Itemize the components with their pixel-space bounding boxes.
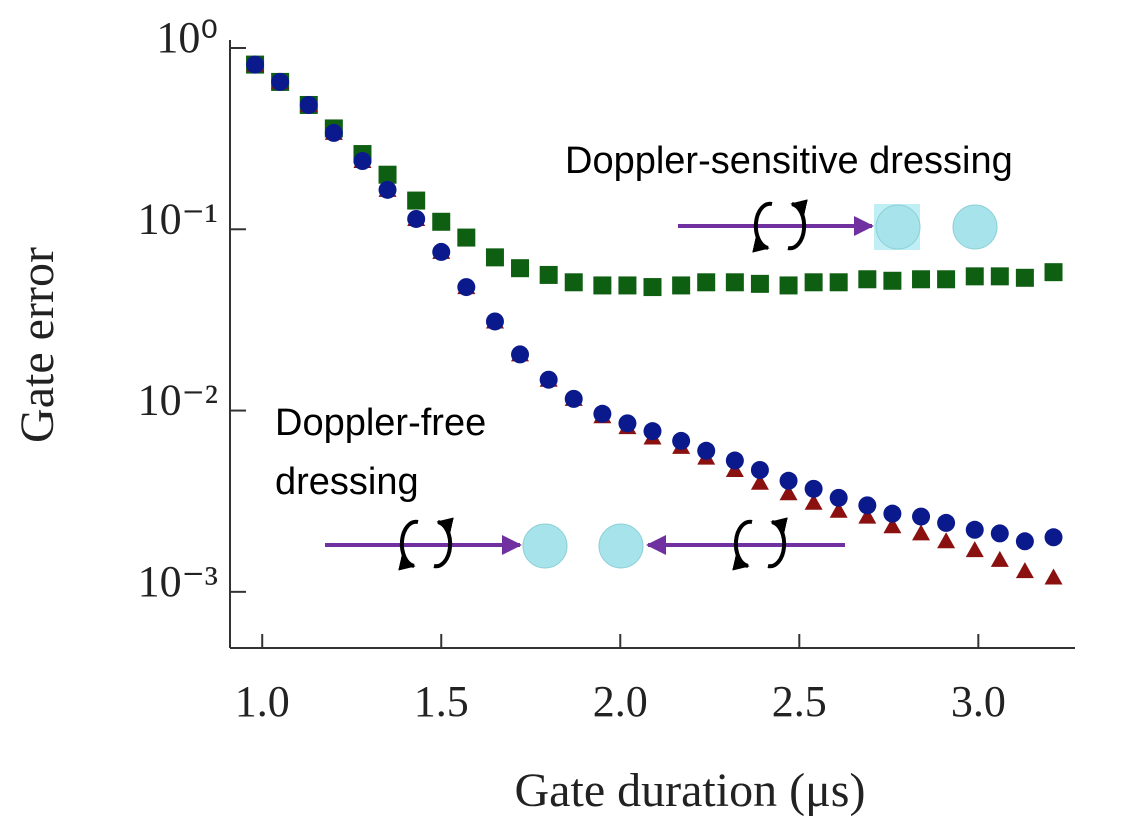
triangle-marker [829, 501, 848, 518]
triangle-marker [858, 507, 877, 524]
square-marker [485, 248, 504, 267]
square-marker [672, 276, 691, 295]
square-marker [593, 276, 612, 295]
x-tick-label: 1.5 [414, 677, 469, 726]
y-tick-label: 10⁻³ [138, 557, 218, 606]
atom [875, 204, 921, 250]
annotation: Doppler-free [275, 402, 486, 444]
square-marker [1015, 268, 1034, 287]
triangle-marker [937, 532, 956, 549]
square-marker [990, 267, 1009, 286]
circle-marker [779, 471, 798, 490]
data-marks [246, 55, 1063, 585]
polarization-arrow [752, 201, 773, 253]
circle-marker [829, 488, 848, 507]
x-tick-label: 1.0 [235, 677, 290, 726]
square-marker [697, 273, 716, 292]
circle-marker [593, 404, 612, 423]
doppler-free-illustration [325, 517, 845, 571]
square-marker [779, 276, 798, 295]
circle-marker [564, 389, 583, 408]
polarization-arrow [398, 519, 419, 571]
square-marker [511, 259, 530, 278]
y-tick-label: 10⁻² [138, 376, 218, 425]
circle-marker [990, 524, 1009, 543]
y-tick-label: 10⁰ [156, 13, 218, 62]
circle-marker [858, 496, 877, 515]
circle-marker [407, 209, 426, 228]
square-marker [564, 273, 583, 292]
circle-marker [299, 95, 318, 114]
x-tick-label: 3.0 [951, 677, 1006, 726]
annotation: dressing [275, 461, 419, 503]
square-marker [539, 265, 558, 284]
x-tick-label: 2.5 [772, 677, 827, 726]
circle-marker [324, 123, 343, 142]
triangle-marker [1015, 562, 1034, 579]
circle-marker [511, 345, 530, 364]
circle-marker [697, 441, 716, 460]
circle-marker [457, 278, 476, 297]
x-tick-label: 2.0 [593, 677, 648, 726]
square-marker [725, 273, 744, 292]
circle-marker [672, 431, 691, 450]
square-marker [804, 273, 823, 292]
atom [598, 523, 644, 569]
square-marker [965, 267, 984, 286]
annotation: Doppler-sensitive dressing [565, 140, 1013, 182]
atom [522, 523, 568, 569]
circle-marker [883, 504, 902, 523]
polarization-arrow [433, 517, 454, 569]
circle-marker [804, 479, 823, 498]
circle-marker [271, 72, 290, 91]
y-tick-label: 10⁻¹ [138, 194, 218, 243]
triangle-marker [883, 517, 902, 534]
polarization-arrow [767, 517, 788, 569]
polarization-arrow [787, 199, 808, 251]
triangle-marker [1044, 568, 1063, 585]
circle-marker [750, 461, 769, 480]
circle-marker [353, 152, 372, 171]
circle-marker [539, 370, 558, 389]
circle-marker [485, 312, 504, 331]
triangle-marker [965, 541, 984, 558]
circle-marker [965, 520, 984, 539]
square-marker [829, 273, 848, 292]
square-marker [912, 270, 931, 289]
x-axis-label: Gate duration (μs) [515, 764, 866, 817]
square-marker [1044, 263, 1063, 282]
square-marker [407, 191, 426, 210]
circle-marker [1044, 528, 1063, 547]
circle-marker [912, 507, 931, 526]
square-marker [378, 165, 397, 184]
y-axis-label: Gate error [11, 247, 64, 443]
triangle-marker [804, 493, 823, 510]
circle-marker [1015, 532, 1034, 551]
atom [952, 204, 998, 250]
triangle-marker [779, 484, 798, 501]
circle-marker [246, 55, 265, 74]
triangle-marker [750, 473, 769, 490]
circle-marker [378, 180, 397, 199]
circle-marker [937, 513, 956, 532]
square-marker [432, 212, 451, 231]
square-marker [858, 270, 877, 289]
circle-marker [432, 242, 451, 261]
square-marker [618, 276, 637, 295]
square-marker [643, 278, 662, 297]
doppler-sensitive-illustration [678, 199, 998, 253]
square-marker [750, 274, 769, 293]
circle-marker [618, 414, 637, 433]
square-marker [883, 271, 902, 290]
circle-marker [725, 451, 744, 470]
square-marker [937, 270, 956, 289]
circle-marker [643, 422, 662, 441]
triangle-marker [912, 524, 931, 541]
triangle-marker [990, 550, 1009, 567]
polarization-arrow [732, 519, 753, 571]
square-marker [457, 228, 476, 247]
